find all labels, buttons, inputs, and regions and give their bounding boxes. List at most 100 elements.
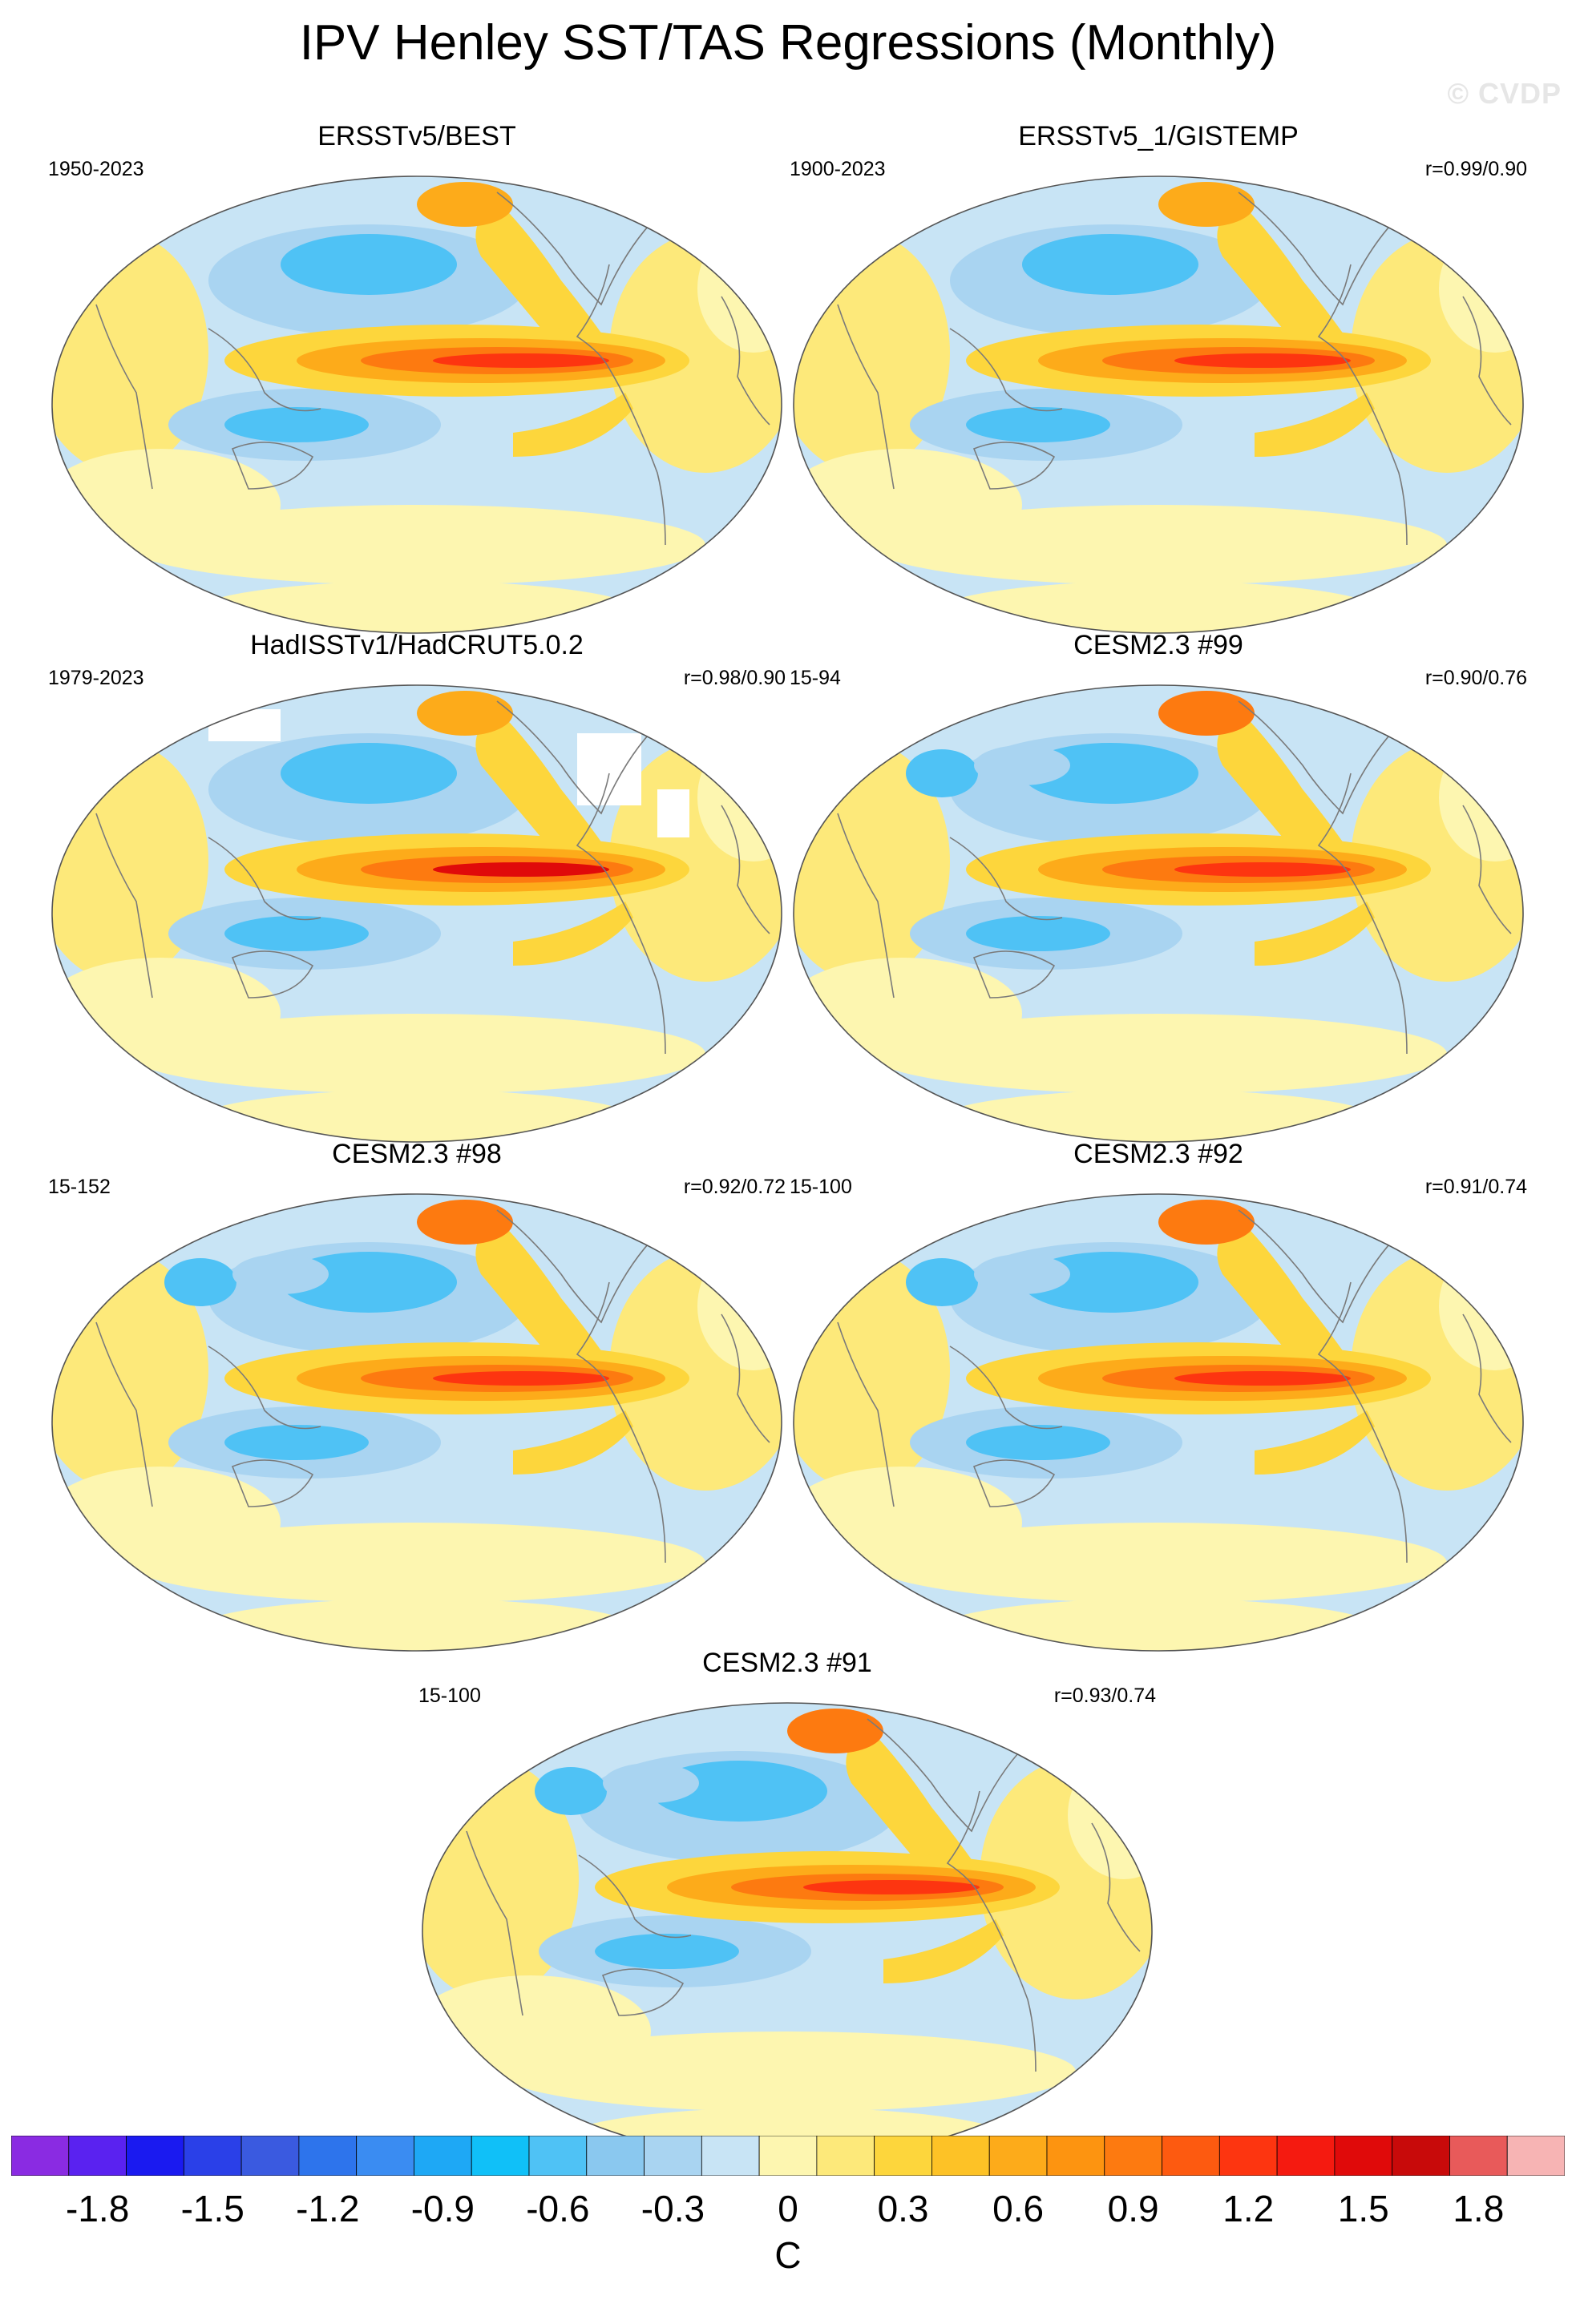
- colorbar-box: [586, 2136, 645, 2176]
- missing-data-patch: [657, 789, 689, 837]
- equatorial-warm-core: [433, 1371, 609, 1386]
- cool-south-pacific-core: [224, 916, 369, 951]
- cool-north-pacific-core: [281, 234, 457, 295]
- regression-map: [793, 684, 1524, 1143]
- colorbar-box: [126, 2136, 184, 2176]
- warm-south-coastal: [513, 393, 633, 457]
- colorbar-tick-label: -0.3: [641, 2188, 705, 2229]
- coastline-africa: [837, 813, 895, 999]
- missing-data-patch: [208, 709, 281, 741]
- panel-period: 15-100: [418, 1684, 481, 1707]
- colorbar-box: [701, 2136, 760, 2176]
- map-field: [794, 685, 1523, 1142]
- warm-alaska: [1158, 1200, 1255, 1245]
- panel-title: ERSSTv5_1/GISTEMP: [1018, 121, 1299, 151]
- colorbar-box: [644, 2136, 702, 2176]
- colorbar-box: [1104, 2136, 1162, 2176]
- coastline-americas: [576, 264, 666, 546]
- map-panel-erssstv5-1-gistemp: ERSSTv5_1/GISTEMP 1900-2023 r=0.99/0.90: [790, 120, 1527, 641]
- cool-asia: [535, 1767, 607, 1815]
- coastline-africa: [95, 813, 153, 999]
- colorbar-box: [356, 2136, 414, 2176]
- map-panel-cesm-99: CESM2.3 #99 15-94 r=0.90/0.76: [790, 629, 1527, 1150]
- colorbar-box: [414, 2136, 472, 2176]
- warm-band-south: [128, 1014, 705, 1094]
- warm-south-coastal: [513, 1410, 633, 1475]
- warm-coastal-north-america: [1217, 1218, 1351, 1370]
- coastline-europe-africa: [1091, 1822, 1141, 1952]
- coastline-maritime-continent: [208, 328, 321, 412]
- cool-siberia: [974, 1254, 1070, 1294]
- cool-asia: [906, 1258, 978, 1306]
- colorbar-tick-label: -0.6: [526, 2188, 590, 2229]
- regression-map: [422, 1702, 1153, 2161]
- equatorial-warm-core: [1174, 353, 1351, 368]
- missing-data-patch: [577, 733, 641, 805]
- panel-title: CESM2.3 #98: [332, 1139, 502, 1169]
- colorbar-box: [874, 2136, 932, 2176]
- colorbar-box: [1046, 2136, 1105, 2176]
- warm-south-coastal: [1255, 1410, 1375, 1475]
- map-border: [51, 684, 782, 1143]
- equatorial-warm-core: [803, 1880, 980, 1894]
- coastline-americas: [1317, 264, 1408, 546]
- cool-siberia: [974, 745, 1070, 785]
- colorbar-units: C: [774, 2234, 802, 2276]
- colorbar-box: [11, 2136, 70, 2176]
- map-field: [794, 1194, 1523, 1651]
- colorbar-box: [528, 2136, 588, 2176]
- map-border: [793, 1193, 1524, 1652]
- colorbar-tick-label: -1.5: [180, 2188, 244, 2229]
- coastline-australia: [601, 1968, 685, 2016]
- colorbar-tick-label: -1.2: [296, 2188, 360, 2229]
- coastline-americas: [576, 773, 666, 1055]
- colorbar-box: [1162, 2136, 1220, 2176]
- cvdp-watermark: © CVDP: [1447, 77, 1562, 110]
- warm-coastal-north-america: [475, 1218, 609, 1370]
- colorbar-box: [1449, 2136, 1508, 2176]
- map-field: [52, 1194, 782, 1651]
- colorbar-tick-labels: -1.8 -1.5 -1.2 -0.9 -0.6 -0.3 0 0.3 0.6 0.9 1.2 1.5…: [0, 2188, 1576, 2236]
- cool-south-pacific-core: [966, 1425, 1110, 1460]
- panel-correlation: r=0.92/0.72: [683, 1176, 786, 1198]
- map-border: [51, 1193, 782, 1652]
- warm-alaska: [787, 1709, 883, 1753]
- colorbar-box: [1334, 2136, 1393, 2176]
- map-panel-cesm-92: CESM2.3 #92 15-100 r=0.91/0.74: [790, 1138, 1527, 1659]
- warm-coastal-north-america: [475, 200, 609, 353]
- colorbar-box: [68, 2136, 127, 2176]
- map-panel-cesm-98: CESM2.3 #98 15-152 r=0.92/0.72: [48, 1138, 786, 1659]
- warm-band-south: [870, 1523, 1447, 1603]
- colorbar-box: [758, 2136, 818, 2176]
- panel-period: 15-100: [790, 1176, 852, 1198]
- cool-south-pacific-core: [966, 916, 1110, 951]
- panel-correlation: r=0.98/0.90: [683, 667, 786, 689]
- map-field: [52, 176, 782, 633]
- panel-title: CESM2.3 #92: [1073, 1139, 1243, 1169]
- coastline-europe-africa: [721, 805, 770, 934]
- equatorial-warm-core: [433, 862, 609, 877]
- warm-south-coastal: [1255, 902, 1375, 966]
- colorbar-tick-label: 0.6: [992, 2188, 1045, 2229]
- cool-asia: [906, 749, 978, 797]
- cool-siberia: [232, 1254, 329, 1294]
- coastline-americas: [576, 1281, 666, 1563]
- equatorial-warm-core: [1174, 1371, 1351, 1386]
- coastline-australia: [972, 442, 1056, 490]
- warm-alaska: [1158, 182, 1255, 227]
- colorbar-tick-label: 1.5: [1337, 2188, 1389, 2229]
- warm-alaska: [417, 182, 513, 227]
- colorbar-tick-label: -0.9: [410, 2188, 475, 2229]
- panel-correlation: r=0.93/0.74: [1053, 1684, 1156, 1707]
- map-field: [794, 176, 1523, 633]
- cool-asia: [164, 1258, 236, 1306]
- map-border: [793, 176, 1524, 634]
- map-panel-erssstv5-best: ERSSTv5/BEST 1950-2023: [48, 120, 786, 641]
- warm-alaska: [417, 1200, 513, 1245]
- coastline-africa: [95, 1321, 153, 1507]
- cool-south-pacific-core: [224, 1425, 369, 1460]
- map-panel-hadisstv1-hadcrut: HadISSTv1/HadCRUT5.0.2 1979-2023 r=0.98/…: [48, 629, 786, 1150]
- cool-south-pacific-core: [224, 407, 369, 442]
- colorbar-box: [1506, 2136, 1565, 2176]
- coastline-maritime-continent: [949, 837, 1063, 921]
